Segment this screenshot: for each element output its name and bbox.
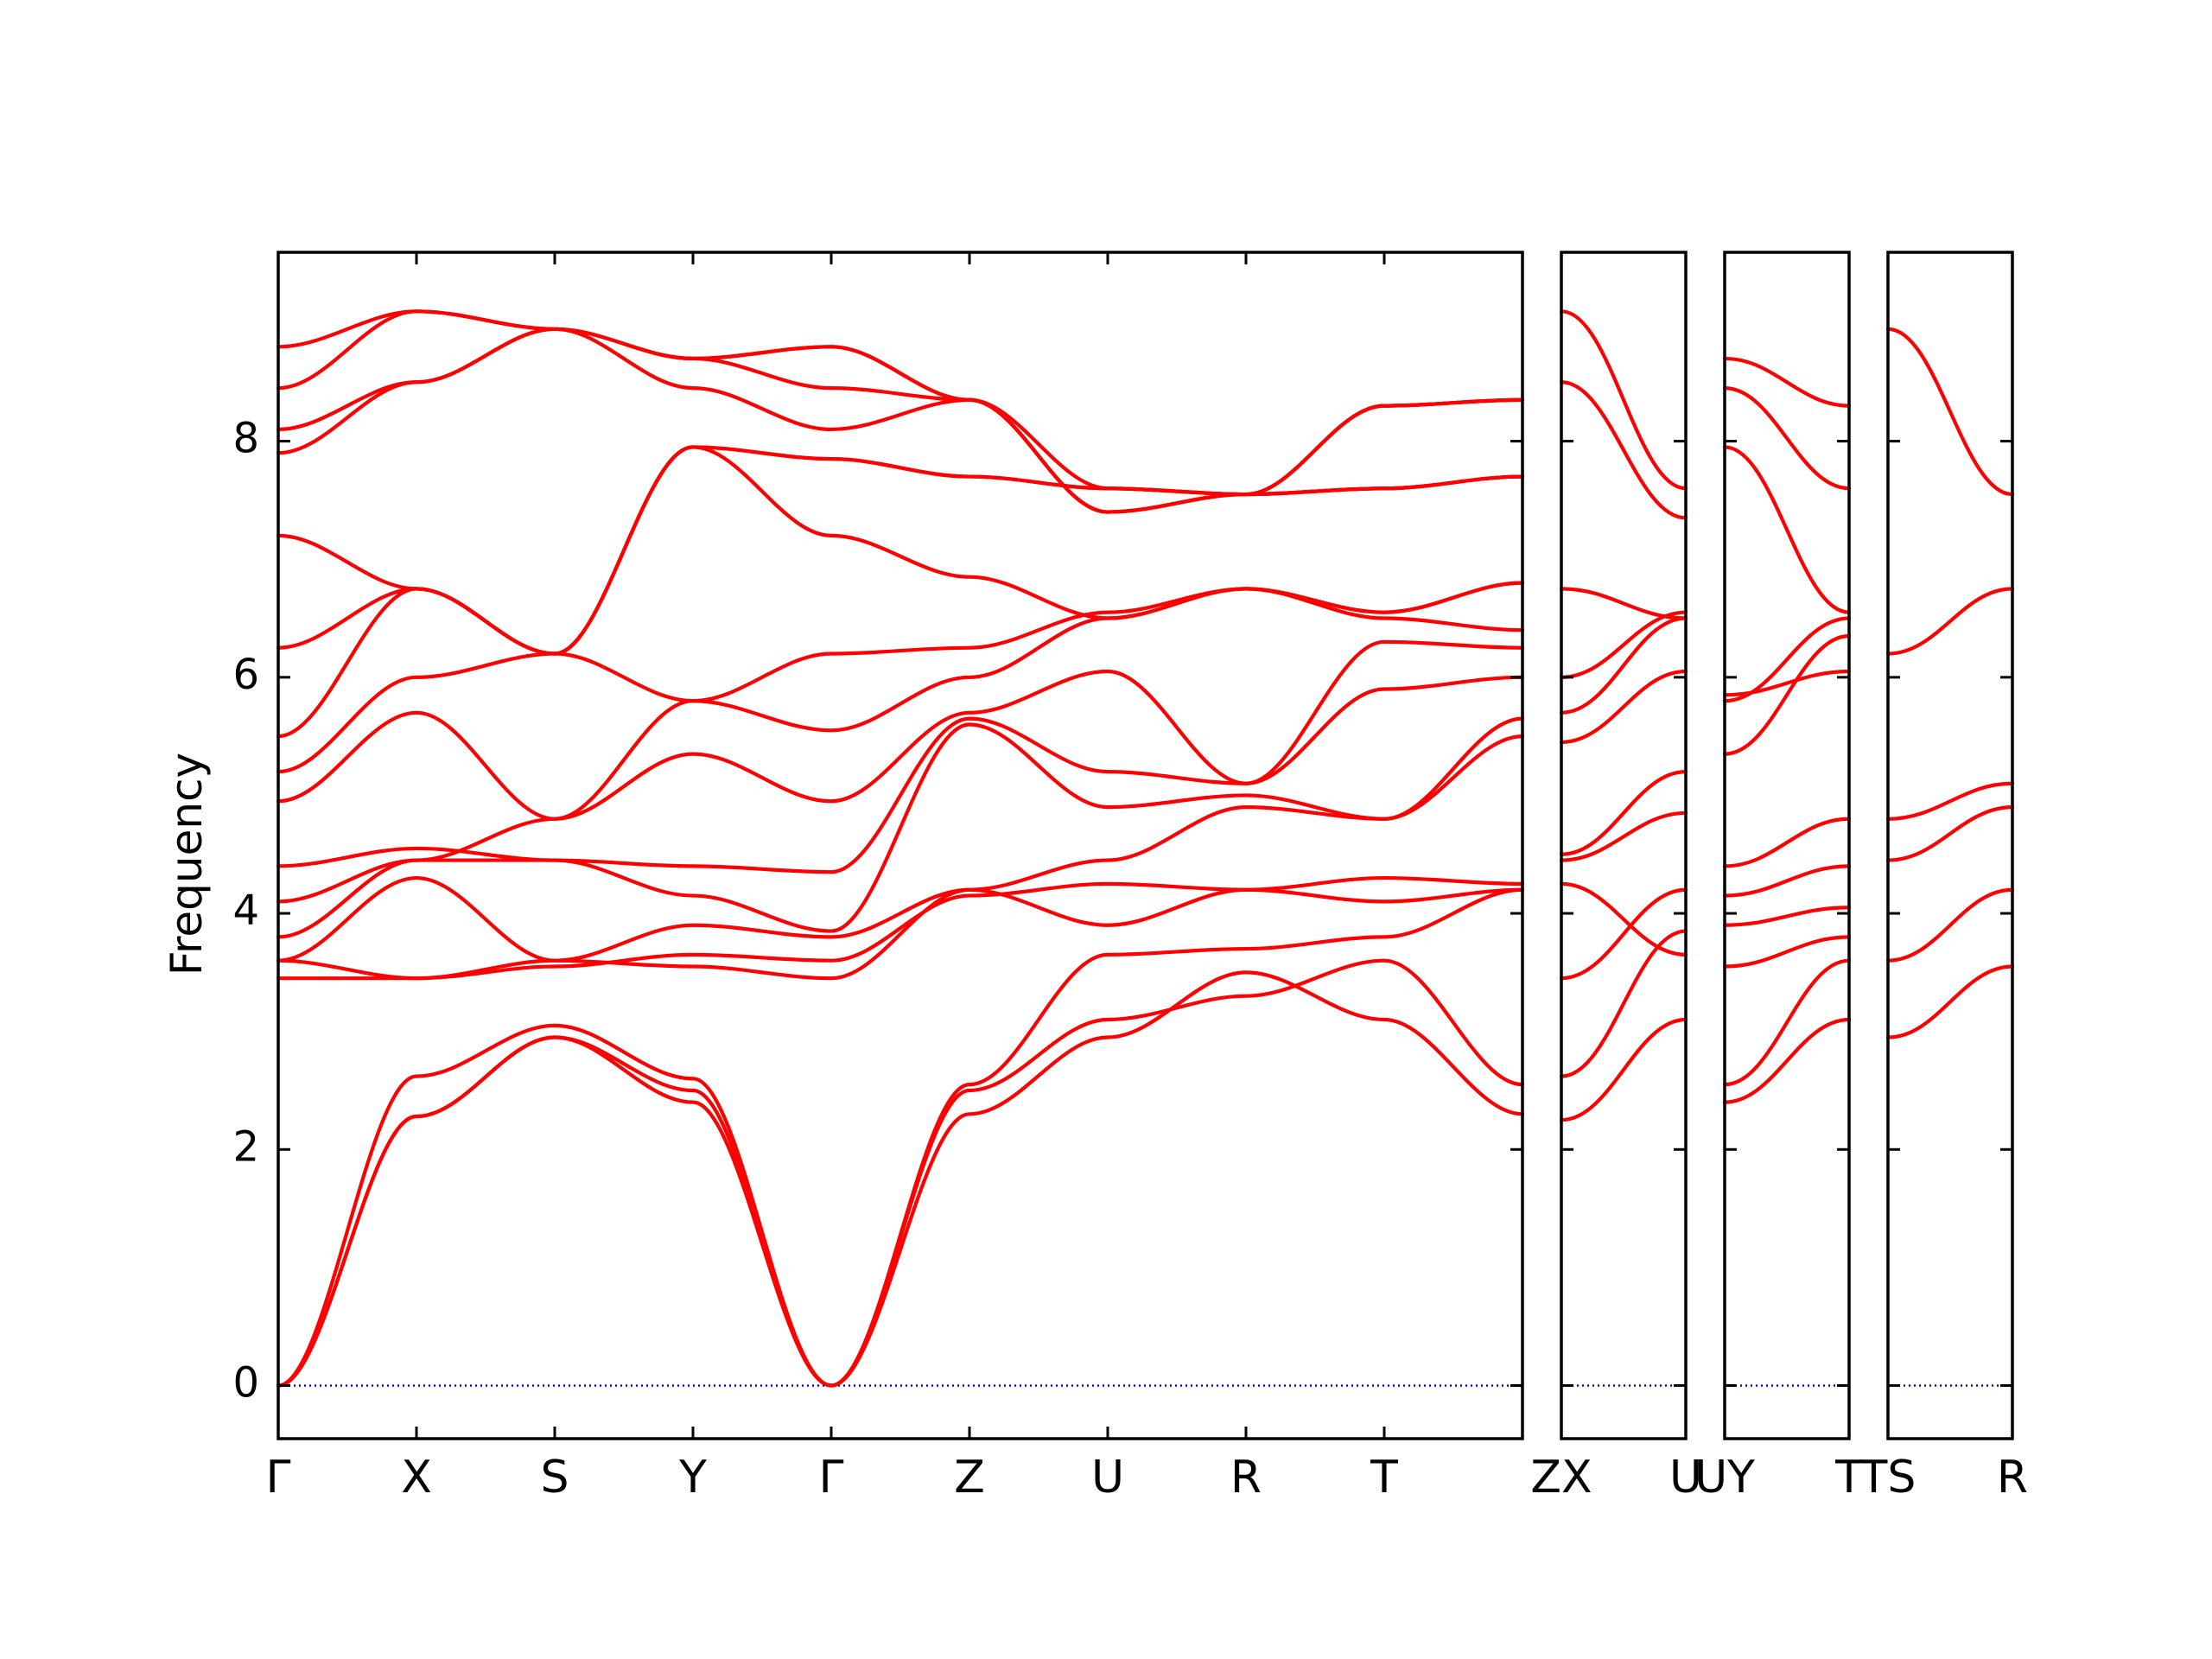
band-0-2 [276,887,1525,1388]
band-2-4 [1722,864,1852,898]
band-1-1 [1559,929,1688,1078]
band-1-5 [1559,770,1688,856]
band-1-0 [1559,1017,1688,1122]
band-3-1 [1885,887,2015,963]
panel-1: ZX U [1530,251,1702,1503]
panel-frame [276,251,1524,1440]
x-tick-label: TS [1859,1452,1916,1503]
band-2-0 [1722,1017,1852,1104]
band-0-17 [276,309,1525,514]
x-tick-label: R [1230,1452,1262,1503]
y-tick-label: 0 [232,1359,259,1408]
band-0-6 [276,716,1525,939]
band-3-5 [1885,327,2015,497]
band-1-8 [1559,610,1688,679]
band-2-6 [1722,633,1852,756]
band-1-11 [1559,309,1688,491]
band-1-10 [1559,380,1688,520]
x-tick-label: UY [1694,1452,1755,1503]
x-tick-label: U [1091,1452,1124,1503]
band-1-6 [1559,669,1688,745]
x-tick-label: U [1669,1452,1702,1503]
x-tick-label: Γ [819,1452,844,1503]
band-2-5 [1722,817,1852,868]
y-tick-label: 2 [232,1122,259,1171]
panel-frame [1560,251,1688,1440]
band-2-9 [1722,445,1852,614]
x-tick-label: T [1834,1452,1863,1503]
panel-3: TS R [1859,251,2028,1503]
band-3-2 [1885,804,2015,862]
band-0-8 [276,639,1525,904]
band-0-5 [276,734,1525,963]
y-tick-label: 6 [232,651,259,699]
band-1-9 [1559,587,1688,620]
x-tick-label: T [1370,1452,1398,1503]
band-3-3 [1885,781,2015,821]
band-2-7 [1722,616,1852,703]
band-3-0 [1885,964,2015,1039]
band-0-3 [276,887,1525,981]
panel-frame [1886,251,2014,1440]
band-3-4 [1885,587,2015,656]
band-0-7 [276,675,1525,874]
y-axis-label: Frequency [162,753,212,976]
band-2-3 [1722,906,1852,927]
band-2-11 [1722,356,1852,408]
band-1-3 [1559,881,1688,957]
band-1-2 [1559,887,1688,981]
band-0-4 [276,875,1525,981]
y-tick-label: 4 [232,887,259,935]
band-1-7 [1559,616,1688,715]
band-2-1 [1722,958,1852,1087]
band-1-4 [1559,810,1688,862]
panel-2: UY T [1694,251,1863,1503]
x-tick-label: X [401,1452,432,1503]
band-2-8 [1722,669,1852,697]
y-tick-label: 8 [232,415,259,463]
panel-frame [1723,251,1851,1440]
x-tick-label: Γ [266,1452,291,1503]
x-tick-label: S [540,1452,569,1503]
panel-0: 0 2 4 6 8 Γ X S Y Γ Z U R T [232,251,1525,1503]
band-2-2 [1722,935,1852,969]
x-tick-label: ZX [1530,1452,1592,1503]
x-tick-label: Y [678,1452,707,1503]
x-tick-label: Z [954,1452,985,1503]
x-tick-label: R [1997,1452,2028,1503]
band-2-10 [1722,386,1852,491]
